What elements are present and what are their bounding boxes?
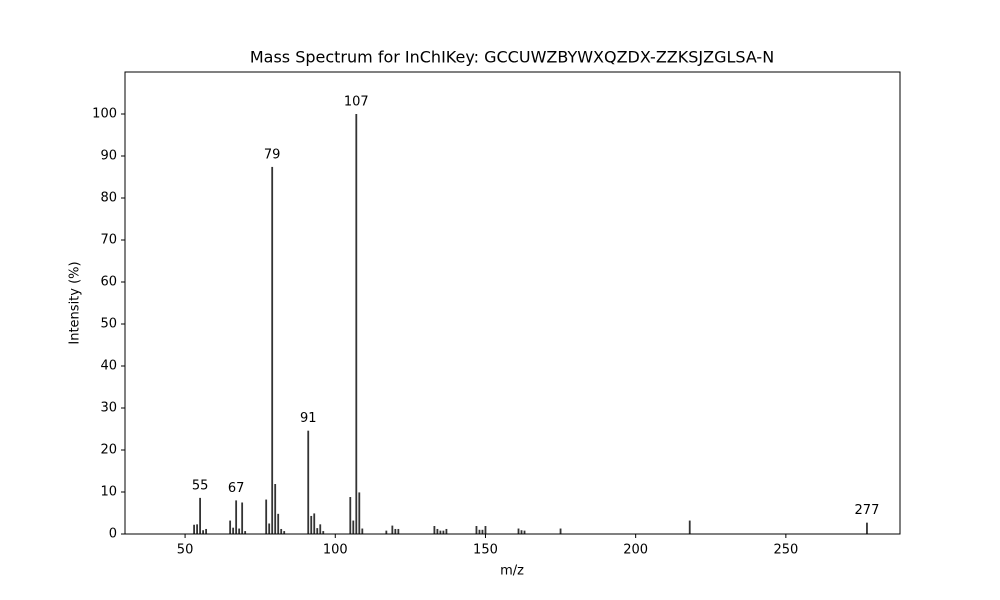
peak-bar <box>205 528 208 534</box>
peak-bar <box>268 523 271 534</box>
x-tick-label: 100 <box>323 543 348 558</box>
peak-label: 67 <box>228 481 245 496</box>
y-tick-label: 0 <box>109 527 117 542</box>
peak-bar <box>265 499 268 534</box>
x-axis-label: m/z <box>500 564 524 579</box>
peak-label: 277 <box>855 503 880 518</box>
y-tick-label: 80 <box>100 191 117 206</box>
peak-bar <box>517 528 520 534</box>
peak-bar <box>523 530 526 534</box>
y-tick-label: 60 <box>100 275 117 290</box>
peak-bar <box>310 515 313 534</box>
peak-bar <box>277 513 280 534</box>
peak-bar <box>280 528 283 534</box>
peak-bar <box>391 525 394 534</box>
peak-bar <box>481 529 484 534</box>
peak-bar <box>442 530 445 534</box>
peak-bar <box>439 530 442 534</box>
peak-bar <box>316 528 319 534</box>
y-axis-label: Intensity (%) <box>68 261 83 344</box>
peak-bar <box>397 528 400 534</box>
peak-bar <box>436 528 439 534</box>
peak-label: 55 <box>192 478 209 493</box>
peak-bar <box>229 520 232 534</box>
y-tick-label: 100 <box>92 107 117 122</box>
y-tick-label: 10 <box>100 485 117 500</box>
peak-bar <box>358 492 361 534</box>
peak-bar <box>385 530 388 534</box>
peak-label: 107 <box>344 95 369 110</box>
plot-frame <box>124 71 901 535</box>
peak-bar <box>322 531 325 534</box>
peak-bar <box>349 497 352 534</box>
peak-bar <box>199 497 201 534</box>
peak-bar <box>866 522 868 534</box>
peak-bar <box>688 520 691 534</box>
peak-bar <box>475 526 478 534</box>
peak-bar <box>478 529 481 534</box>
peak-bar <box>238 528 241 534</box>
peak-bar <box>394 528 397 534</box>
y-tick-label: 90 <box>100 149 117 164</box>
peak-bar <box>271 166 274 535</box>
x-tick-label: 150 <box>473 543 498 558</box>
peak-bar <box>355 114 358 534</box>
peak-bar <box>352 520 355 534</box>
peak-bar <box>235 500 238 534</box>
y-tick-label: 20 <box>100 443 117 458</box>
y-tick-label: 30 <box>100 401 117 416</box>
peak-bar <box>196 524 198 534</box>
y-tick-label: 70 <box>100 233 117 248</box>
peak-label: 79 <box>264 147 281 162</box>
peak-bar <box>307 430 310 534</box>
peak-bar <box>361 528 364 534</box>
peak-bar <box>244 531 247 534</box>
y-tick-label: 50 <box>100 317 117 332</box>
peak-bar <box>520 530 523 534</box>
peak-label: 91 <box>300 411 317 426</box>
peak-bar <box>241 502 244 534</box>
peak-bar <box>445 528 448 534</box>
x-tick-label: 200 <box>623 543 648 558</box>
peak-bar <box>283 531 286 534</box>
peak-bar <box>274 484 277 534</box>
y-tick-label: 40 <box>100 359 117 374</box>
peak-bar <box>193 524 195 534</box>
peak-bar <box>484 526 487 534</box>
peak-bar <box>313 513 316 534</box>
peak-bar <box>319 524 322 534</box>
x-tick-label: 50 <box>177 543 194 558</box>
chart-title: Mass Spectrum for InChIKey: GCCUWZBYWXQZ… <box>250 48 774 67</box>
peak-bar <box>433 526 436 534</box>
peak-bar <box>202 530 205 534</box>
peak-bar <box>232 527 235 534</box>
peak-bar <box>559 528 562 534</box>
x-tick-label: 250 <box>773 543 798 558</box>
